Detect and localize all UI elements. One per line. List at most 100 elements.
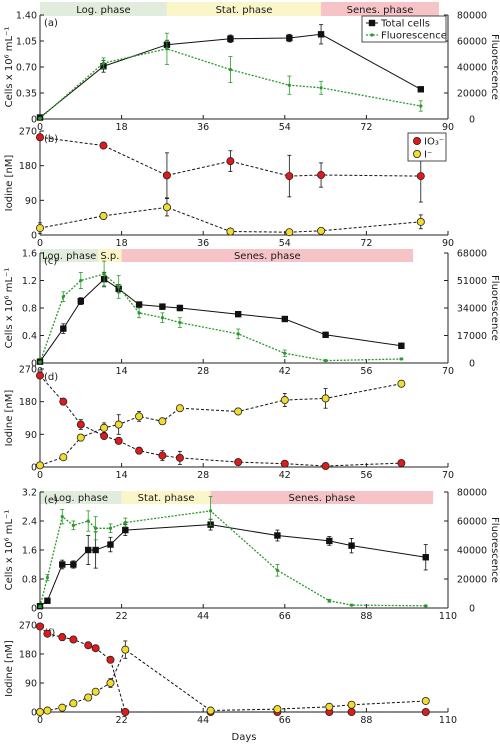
y-tick-label: 2.4	[22, 517, 37, 528]
y-tick-label: 90	[25, 679, 37, 690]
data-point-total	[422, 554, 429, 561]
data-point-iodate	[43, 629, 52, 638]
data-point-fluor	[86, 519, 90, 523]
phase-label: Log. phase	[42, 251, 96, 262]
data-point-fluor	[236, 332, 240, 336]
data-point-fluor	[45, 575, 50, 580]
series-fluor	[38, 495, 428, 609]
panel-e: Log. phase Stat. phase Senes. phase 0 22 44 66…	[4, 488, 500, 623]
x-tick-label: 42	[279, 470, 291, 481]
data-point-fluor	[228, 68, 232, 72]
data-point-total	[59, 561, 66, 568]
y2-tick-label: 34000	[457, 304, 487, 315]
data-point-iodate	[100, 431, 109, 440]
data-point-iodate	[114, 436, 123, 445]
x-tick-label: 0	[37, 611, 43, 622]
data-point-fluor	[79, 278, 83, 283]
series-line-iodate	[39, 626, 426, 713]
x-tick-label: 36	[197, 122, 209, 133]
panel-d: 0 14 28 42 56 70 0 90 180 270 Iodine [nM] (d)	[4, 365, 454, 482]
x-tick-label: 22	[116, 715, 128, 726]
series-iodide	[36, 198, 425, 237]
x-tick-label: 14	[116, 366, 128, 377]
panel-b: 0 18 36 54 72 90 0 90 180 270 Iodine [nM] (b) IO₃⁻ I⁻	[4, 127, 454, 250]
y-axis-label: Cells x 10⁶ mL⁻¹	[4, 268, 15, 349]
y2-tick-label: 17000	[457, 331, 487, 342]
x-tick-label: 28	[197, 366, 209, 377]
data-point-fluor	[424, 604, 428, 608]
data-point-iodide	[421, 696, 430, 705]
y2-axis-label: Fluorescence	[489, 275, 500, 341]
data-point-iodate	[76, 420, 85, 429]
y-axis-label: Iodine [nM]	[4, 155, 15, 212]
x-tick-label: 0	[37, 470, 43, 481]
data-point-fluor	[165, 47, 169, 51]
x-tick-label: 44	[197, 715, 209, 726]
data-point-total	[60, 325, 67, 332]
data-point-iodide	[321, 394, 330, 403]
y-tick-label: 180	[19, 650, 37, 661]
data-point-iodide	[84, 693, 93, 702]
data-point-iodate	[285, 172, 294, 181]
y-tick-label: 1.05	[16, 37, 37, 48]
y2-tick-label: 68000	[457, 249, 487, 260]
y-tick-label: 0	[31, 231, 37, 242]
data-point-iodate	[226, 157, 235, 166]
legend-marker-iodate	[412, 136, 421, 145]
phase-band	[121, 249, 414, 262]
x-tick-label: 18	[116, 238, 128, 249]
data-point-fluor	[209, 509, 213, 513]
y-tick-label: 1.6	[22, 546, 37, 557]
phase-label: Log. phase	[76, 5, 130, 16]
data-point-total	[77, 297, 84, 305]
data-point-iodate	[91, 644, 100, 653]
x-tick-label: 54	[279, 122, 291, 133]
data-point-fluor	[287, 83, 291, 87]
data-point-iodide	[69, 699, 78, 708]
data-point-total	[135, 301, 143, 308]
data-point-iodate	[280, 459, 289, 468]
phase-label: Senes. phase	[289, 493, 356, 504]
data-point-fluor	[60, 515, 64, 519]
phase-label: Senes. phase	[234, 251, 301, 262]
data-point-fluor	[108, 526, 113, 530]
data-point-fluor	[319, 86, 323, 90]
data-point-iodide	[58, 703, 67, 712]
series-iodate	[36, 371, 406, 471]
panel-c: Log. phase S.p. Senes. phase 0 14 28 42 56 70 0 0.…	[4, 249, 500, 378]
panel-label: (b)	[44, 134, 58, 145]
data-point-fluor	[61, 295, 65, 299]
y-tick-label: 0	[31, 604, 37, 615]
y-tick-label: 0.8	[22, 304, 37, 315]
phase-band	[121, 491, 211, 504]
data-point-total	[92, 546, 99, 554]
x-tick-label: 88	[360, 611, 372, 622]
data-point-total	[274, 532, 281, 539]
y-tick-label: 90	[25, 430, 37, 441]
y-axis-label: Cells x 10⁶ mL⁻¹	[4, 510, 15, 591]
series-line-fluor	[39, 510, 426, 607]
series-line-total	[39, 524, 426, 607]
data-point-total	[326, 537, 333, 545]
data-point-iodate	[135, 446, 144, 455]
phase-label: Senes. phase	[347, 5, 414, 16]
data-point-fluor	[117, 285, 121, 289]
legend-label: Total cells	[380, 19, 430, 30]
y-tick-label: 0.8	[22, 575, 37, 586]
data-point-iodate	[69, 635, 78, 644]
x-tick-label: 110	[439, 715, 457, 726]
panel-label: (c)	[44, 256, 57, 267]
data-point-fluor	[102, 272, 106, 276]
phase-label: Stat. phase	[216, 5, 273, 16]
data-point-fluor	[399, 357, 403, 361]
x-tick-label: 90	[442, 238, 454, 249]
y-tick-label: 0.4	[22, 331, 37, 342]
data-point-fluor	[327, 599, 331, 603]
data-point-iodate	[121, 708, 130, 717]
data-point-iodate	[106, 655, 115, 664]
x-tick-label: 56	[360, 470, 372, 481]
y2-tick-label: 0	[469, 604, 475, 615]
y-tick-label: 270	[19, 621, 37, 632]
data-point-iodate	[99, 141, 108, 150]
